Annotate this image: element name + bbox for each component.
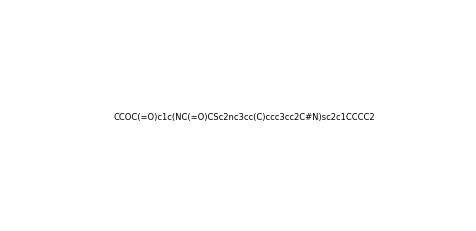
Text: CCOC(=O)c1c(NC(=O)CSc2nc3cc(C)ccc3cc2C#N)sc2c1CCCC2: CCOC(=O)c1c(NC(=O)CSc2nc3cc(C)ccc3cc2C#N… (113, 112, 375, 121)
